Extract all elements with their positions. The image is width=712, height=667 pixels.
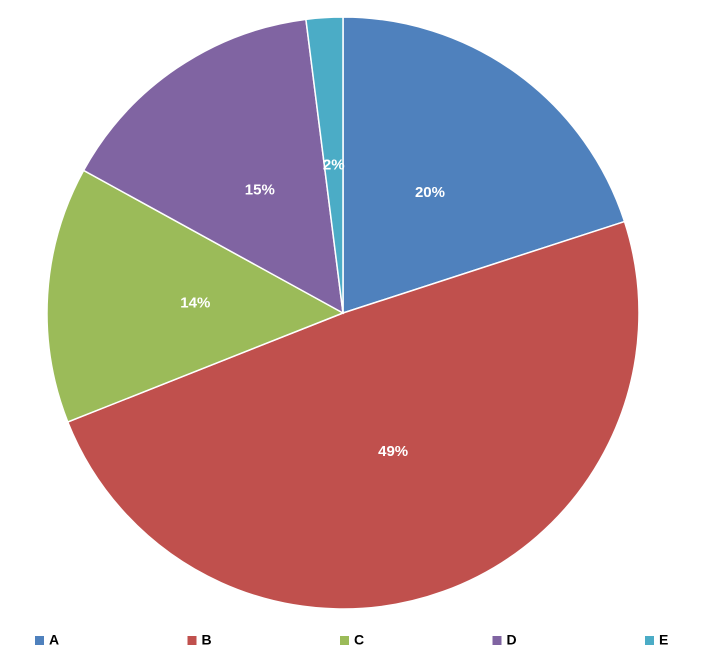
pie-slice [46, 169, 345, 423]
pie-slice [82, 18, 344, 315]
legend-label: B [202, 632, 212, 648]
value-label: 2% [323, 156, 345, 173]
legend-swatch [492, 636, 502, 645]
pie-slice [342, 16, 626, 315]
legend-label: C [354, 632, 364, 648]
legend-swatch [645, 636, 654, 645]
pie-slice [66, 220, 640, 610]
value-label: 14% [180, 295, 210, 312]
legend-swatch [187, 636, 197, 645]
legend-label: A [49, 632, 59, 648]
legend-label: E [659, 632, 668, 648]
value-label: 20% [415, 184, 445, 201]
value-label: 49% [378, 443, 408, 460]
pie-slice [305, 16, 344, 314]
legend-label: D [507, 632, 517, 648]
legend-swatch [35, 636, 44, 645]
legend-swatch [340, 636, 349, 645]
value-label: 15% [245, 182, 275, 199]
